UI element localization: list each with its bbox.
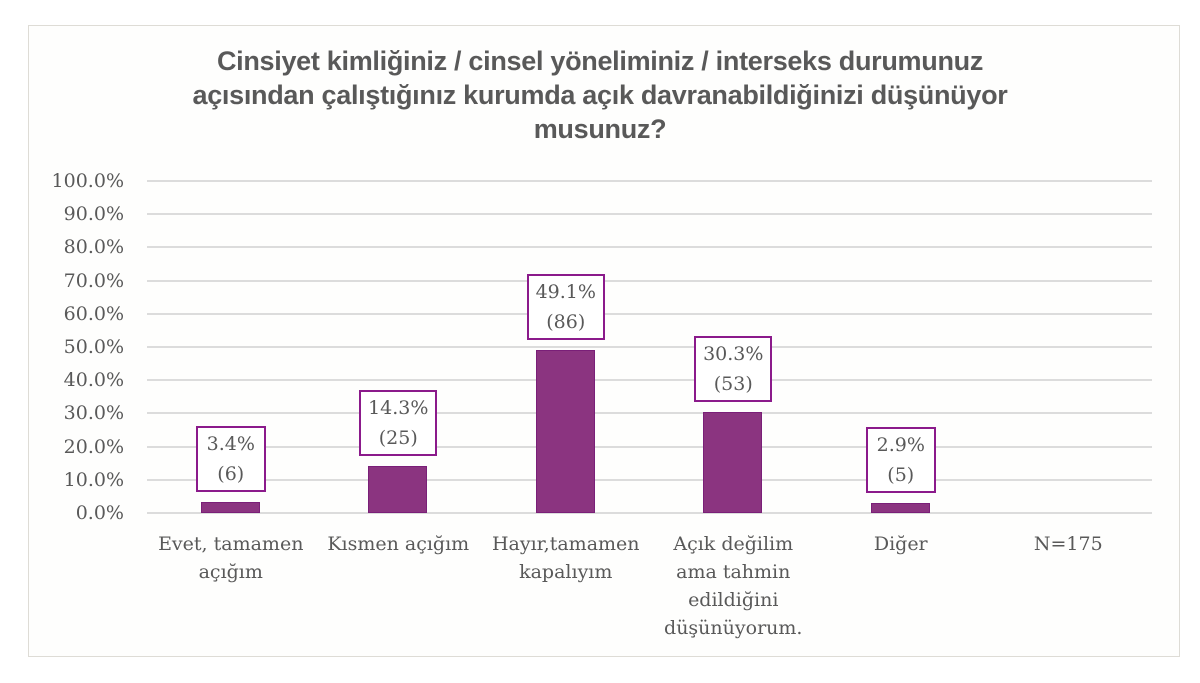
y-axis-tick-label: 20.0% xyxy=(63,435,124,458)
bar xyxy=(368,465,428,513)
chart-title-line: açısından çalıştığınız kurumda açık davr… xyxy=(192,80,1008,110)
gridline xyxy=(147,412,1152,415)
y-axis-tick-label: 100.0% xyxy=(51,170,124,192)
gridline xyxy=(147,246,1152,249)
y-axis-tick-label: 0.0% xyxy=(75,502,124,524)
chart-title-line: musunuz? xyxy=(533,114,667,144)
x-axis-category-label: Evet, tamamen açığım xyxy=(147,530,315,586)
data-label: 30.3% (53) xyxy=(694,336,773,403)
gridline xyxy=(147,478,1152,481)
gridline xyxy=(147,312,1152,315)
x-axis-label-line: açığım xyxy=(198,561,263,583)
data-label-percent: 3.4% xyxy=(206,432,255,455)
gridline xyxy=(147,379,1152,382)
x-axis-label-line: edildiğini xyxy=(688,589,779,611)
x-axis-label-line: düşünüyorum. xyxy=(664,617,803,639)
gridline xyxy=(147,512,1152,514)
data-label: 3.4% (6) xyxy=(195,425,266,492)
data-label-percent: 30.3% xyxy=(703,343,764,366)
data-label-count: (25) xyxy=(378,426,418,449)
x-axis-label-line: ama tahmin xyxy=(676,561,791,583)
bar xyxy=(535,349,595,513)
x-axis-label-line: Açık değilim xyxy=(673,533,794,555)
x-axis-category-label: Diğer xyxy=(817,530,985,558)
y-axis-tick-label: 70.0% xyxy=(63,269,124,292)
data-label-count: (5) xyxy=(887,464,915,487)
chart-frame xyxy=(28,25,1180,657)
data-label: 49.1% (86) xyxy=(526,273,605,340)
x-axis-label-line: kapalıyım xyxy=(519,561,613,583)
x-axis-label-line: N=175 xyxy=(1033,533,1103,555)
gridline xyxy=(147,346,1152,348)
data-label-count: (86) xyxy=(546,310,586,333)
y-axis-tick-label: 50.0% xyxy=(63,336,124,358)
x-axis-category-label: Kısmen açığım xyxy=(314,530,482,558)
x-axis-label-line: Kısmen açığım xyxy=(327,533,470,555)
y-axis-tick-label: 80.0% xyxy=(63,236,124,259)
data-label-count: (53) xyxy=(713,373,753,396)
gridline xyxy=(147,180,1152,182)
x-axis-label-line: Evet, tamamen xyxy=(158,533,304,555)
y-axis-tick-label: 40.0% xyxy=(63,369,124,392)
bar xyxy=(703,412,763,513)
x-axis-category-label: N=175 xyxy=(984,530,1152,558)
chart-title-line: Cinsiyet kimliğiniz / cinsel yöneliminiz… xyxy=(216,46,984,76)
x-axis-label-line: Hayır,tamamen xyxy=(491,533,640,555)
data-label-percent: 14.3% xyxy=(368,396,429,419)
x-axis-category-label: Açık değilim ama tahmin edildiğini düşünüyo… xyxy=(649,530,817,642)
gridline xyxy=(147,279,1152,282)
y-axis-tick-label: 30.0% xyxy=(63,402,124,425)
data-label-percent: 2.9% xyxy=(876,434,925,457)
data-label: 14.3% (25) xyxy=(359,389,438,456)
x-axis-label-line: Diğer xyxy=(873,533,928,555)
chart-title: Cinsiyet kimliğiniz / cinsel yöneliminiz… xyxy=(150,44,1050,146)
x-axis-category-label: Hayır,tamamen kapalıyım xyxy=(482,530,650,586)
y-axis-tick-label: 60.0% xyxy=(63,302,124,325)
gridline xyxy=(147,445,1152,448)
gridline xyxy=(147,213,1152,216)
y-axis-tick-label: 10.0% xyxy=(63,468,124,491)
data-label-count: (6) xyxy=(217,462,245,485)
y-axis-tick-label: 90.0% xyxy=(63,203,124,226)
data-label: 2.9% (5) xyxy=(865,427,936,494)
bar xyxy=(870,503,930,513)
bar xyxy=(200,501,260,513)
data-label-percent: 49.1% xyxy=(535,280,596,303)
